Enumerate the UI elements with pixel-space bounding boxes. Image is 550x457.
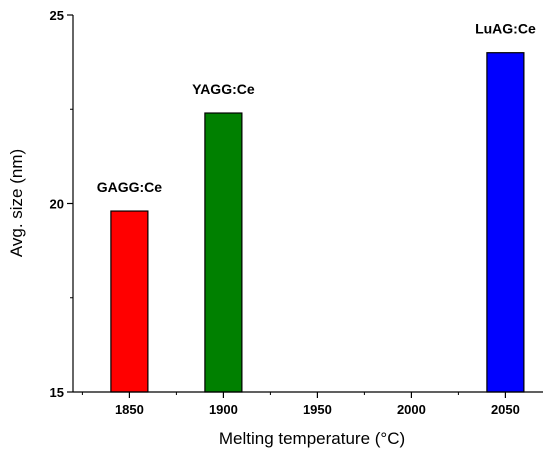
bar-label-gagg-ce: GAGG:Ce (97, 179, 163, 195)
bar-luag-ce (486, 52, 525, 393)
x-tick-label-1900: 1900 (209, 402, 238, 417)
y-tick-label-25: 25 (50, 8, 64, 23)
x-tick-label-1950: 1950 (303, 402, 332, 417)
axes-layer (67, 14, 543, 398)
bar-label-luag-ce: LuAG:Ce (475, 21, 536, 37)
x-tick-label-2050: 2050 (491, 402, 520, 417)
bar-yagg-ce (204, 112, 243, 393)
bars-layer (110, 52, 525, 393)
y-axis-title: Avg. size (nm) (7, 149, 26, 257)
x-tick-label-1850: 1850 (115, 402, 144, 417)
labels-layer: GAGG:Ce YAGG:Ce LuAG:Ce 1850 1900 1950 2000 205… (50, 8, 536, 417)
bar-gagg-ce (110, 210, 149, 393)
x-tick-label-2000: 2000 (397, 402, 426, 417)
y-tick-label-15: 15 (50, 385, 64, 400)
x-axis-title: Melting temperature (°C) (219, 429, 405, 448)
y-tick-label-20: 20 (50, 197, 64, 212)
bar-label-yagg-ce: YAGG:Ce (192, 81, 255, 97)
